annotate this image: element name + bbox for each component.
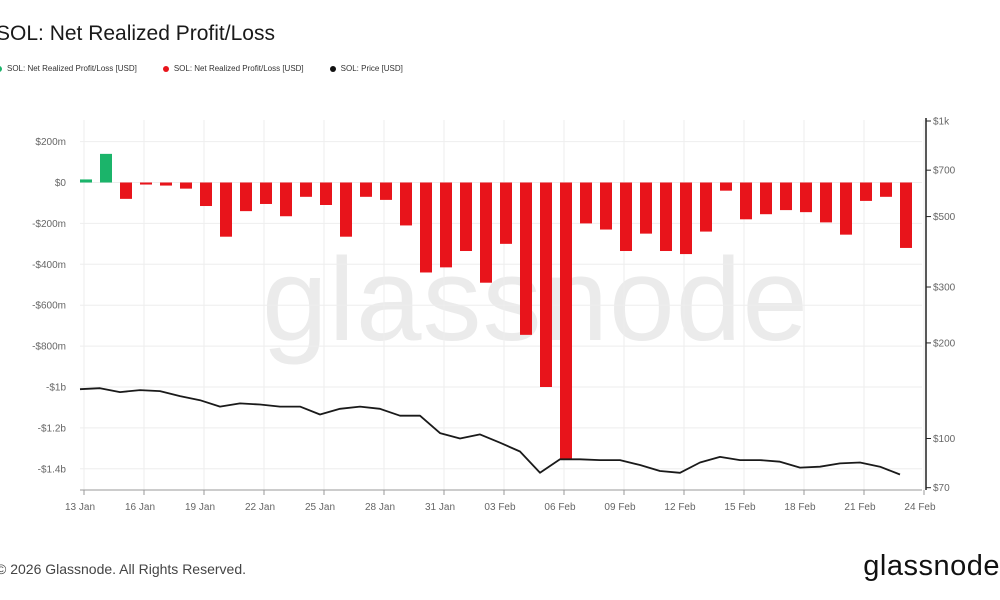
bars xyxy=(80,153,912,460)
loss-bar xyxy=(880,182,892,197)
loss-bar xyxy=(240,182,252,212)
brand-logo: glassnode xyxy=(863,550,1000,582)
loss-bar xyxy=(180,182,192,189)
legend-item-profit[interactable]: SOL: Net Realized Profit/Loss [USD] xyxy=(0,64,137,73)
loss-bar xyxy=(460,182,472,252)
x-tick-label: 06 Feb xyxy=(544,502,576,513)
profit-bar xyxy=(100,153,112,183)
y-left-tick-label: -$600m xyxy=(32,301,66,312)
legend-profit-dot xyxy=(0,65,2,72)
y-right-tick-label: $1k xyxy=(933,117,950,128)
legend-profit-label: SOL: Net Realized Profit/Loss [USD] xyxy=(7,64,137,73)
loss-bar xyxy=(160,182,172,186)
x-tick-label: 31 Jan xyxy=(425,502,455,513)
loss-bar xyxy=(540,182,552,387)
loss-bar xyxy=(320,182,332,205)
loss-bar xyxy=(120,182,132,199)
loss-bar xyxy=(800,182,812,213)
x-tick-label: 24 Feb xyxy=(904,502,936,513)
y-left-tick-label: -$1.2b xyxy=(38,423,67,434)
legend-item-price[interactable]: SOL: Price [USD] xyxy=(329,64,403,73)
price-line xyxy=(79,387,901,476)
loss-bar xyxy=(200,182,212,207)
x-tick-label: 13 Jan xyxy=(65,502,95,513)
x-tick-label: 19 Jan xyxy=(185,502,215,513)
loss-bar xyxy=(680,182,692,255)
loss-bar xyxy=(560,182,572,460)
y-right-tick-label: $500 xyxy=(933,212,956,223)
x-tick-label: 12 Feb xyxy=(664,502,696,513)
y-left-tick-label: -$1b xyxy=(46,383,66,394)
y-left-tick-label: $0 xyxy=(55,178,67,189)
price-series-line xyxy=(79,387,901,476)
legend-price-label: SOL: Price [USD] xyxy=(340,64,403,73)
loss-bar xyxy=(140,182,152,185)
loss-bar xyxy=(640,182,652,234)
x-tick-label: 28 Jan xyxy=(365,502,395,513)
x-tick-label: 22 Jan xyxy=(245,502,275,513)
loss-bar xyxy=(900,182,912,248)
loss-bar xyxy=(280,182,292,217)
loss-bar xyxy=(500,182,512,244)
loss-bar xyxy=(340,182,352,237)
loss-bar xyxy=(660,182,672,252)
copyright-footer: © 2026 Glassnode. All Rights Reserved. xyxy=(0,561,247,577)
y-left-tick-label: -$200m xyxy=(32,219,66,230)
loss-bar xyxy=(360,182,372,197)
profit-bar xyxy=(80,179,92,183)
y-left-tick-label: -$400m xyxy=(32,260,66,271)
loss-bar xyxy=(480,182,492,283)
loss-bar xyxy=(420,182,432,273)
loss-bar xyxy=(760,182,772,215)
loss-bar xyxy=(260,182,272,204)
loss-bar xyxy=(740,182,752,220)
x-tick-label: 18 Feb xyxy=(784,502,816,513)
loss-bar xyxy=(860,182,872,201)
axes: $200m $0 -$200m -$400m -$600m -$800m -$1b -$1.2… xyxy=(32,117,956,514)
loss-bar xyxy=(840,182,852,235)
legend: SOL: Net Realized Profit/Loss [USD] SOL:… xyxy=(0,64,403,73)
loss-bar xyxy=(600,182,612,230)
loss-bar xyxy=(720,182,732,191)
loss-bar xyxy=(820,182,832,223)
legend-price-dot xyxy=(329,65,336,72)
y-left-tick-label: $200m xyxy=(35,137,66,148)
loss-bar xyxy=(400,182,412,226)
loss-bar xyxy=(220,182,232,237)
x-tick-label: 15 Feb xyxy=(724,502,756,513)
y-right-tick-label: $100 xyxy=(933,434,956,445)
loss-bar xyxy=(380,182,392,200)
legend-loss-dot xyxy=(162,65,169,72)
chart-title: SOL: Net Realized Profit/Loss xyxy=(0,22,275,45)
watermark: glassnode xyxy=(262,234,809,366)
loss-bar xyxy=(580,182,592,224)
x-tick-label: 03 Feb xyxy=(484,502,516,513)
y-right-tick-label: $70 xyxy=(933,483,950,494)
x-tick-label: 21 Feb xyxy=(844,502,876,513)
x-tick-label: 09 Feb xyxy=(604,502,636,513)
y-right-tick-label: $200 xyxy=(933,338,956,349)
loss-bar xyxy=(700,182,712,232)
loss-bar xyxy=(620,182,632,252)
y-left-tick-label: -$1.4b xyxy=(38,464,67,475)
loss-bar xyxy=(300,182,312,197)
y-right-tick-label: $300 xyxy=(933,283,956,294)
y-left-tick-label: -$800m xyxy=(32,342,66,353)
y-right-tick-label: $700 xyxy=(933,166,956,177)
grid-lines xyxy=(80,120,925,490)
legend-loss-label: SOL: Net Realized Profit/Loss [USD] xyxy=(173,64,304,73)
legend-item-loss[interactable]: SOL: Net Realized Profit/Loss [USD] xyxy=(162,64,304,73)
x-tick-label: 16 Jan xyxy=(125,502,155,513)
loss-bar xyxy=(520,182,532,335)
x-tick-label: 25 Jan xyxy=(305,502,335,513)
loss-bar xyxy=(780,182,792,211)
loss-bar xyxy=(440,182,452,268)
